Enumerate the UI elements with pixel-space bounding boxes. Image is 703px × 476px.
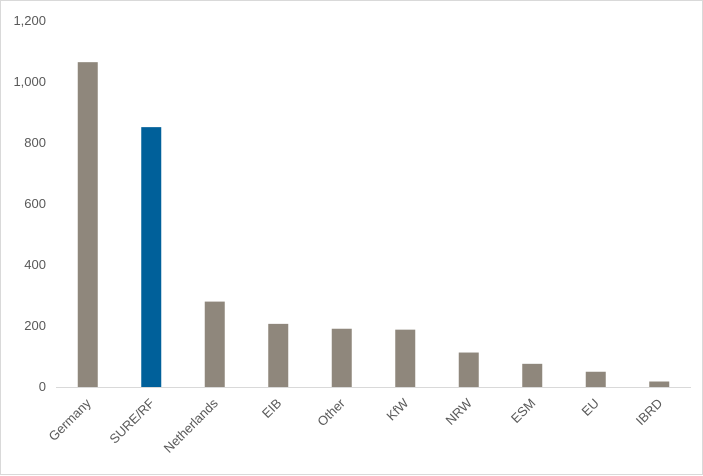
y-tick-label: 600: [24, 196, 46, 211]
x-axis-ticks: Germany SURE/RF Netherlands EIB Other KfW NRW E…: [45, 395, 665, 456]
x-tick-label: EU: [578, 396, 601, 419]
y-tick-label: 800: [24, 135, 46, 150]
bar-eib: [268, 323, 289, 387]
x-tick-label: Other: [314, 395, 348, 429]
x-tick-label: EIB: [259, 396, 284, 421]
x-tick-label: KfW: [383, 395, 411, 423]
y-tick-label: 400: [24, 257, 46, 272]
bar-eu: [585, 371, 606, 387]
bar-netherlands: [204, 301, 225, 387]
y-tick-label: 1,000: [13, 74, 46, 89]
x-tick-label: ESM: [508, 396, 539, 427]
x-tick-label: Netherlands: [161, 395, 222, 456]
bar-esm: [522, 363, 543, 387]
y-tick-label: 200: [24, 318, 46, 333]
y-tick-label: 0: [39, 379, 46, 394]
bar-ibrd: [649, 381, 670, 387]
bar-nrw: [458, 352, 479, 387]
y-axis-ticks: 0 200 400 600 800 1,000 1,200: [13, 13, 46, 394]
x-tick-label: NRW: [442, 395, 475, 428]
bar-other: [331, 328, 352, 387]
x-tick-label: IBRD: [633, 396, 666, 429]
x-tick-label: SURE/RF: [106, 395, 157, 446]
bar-sure-rf: [141, 127, 162, 387]
bar-kfw: [395, 329, 416, 387]
y-tick-label: 1,200: [13, 13, 46, 28]
bars: [77, 62, 670, 388]
bar-germany: [77, 62, 98, 388]
x-tick-label: Germany: [45, 395, 94, 444]
